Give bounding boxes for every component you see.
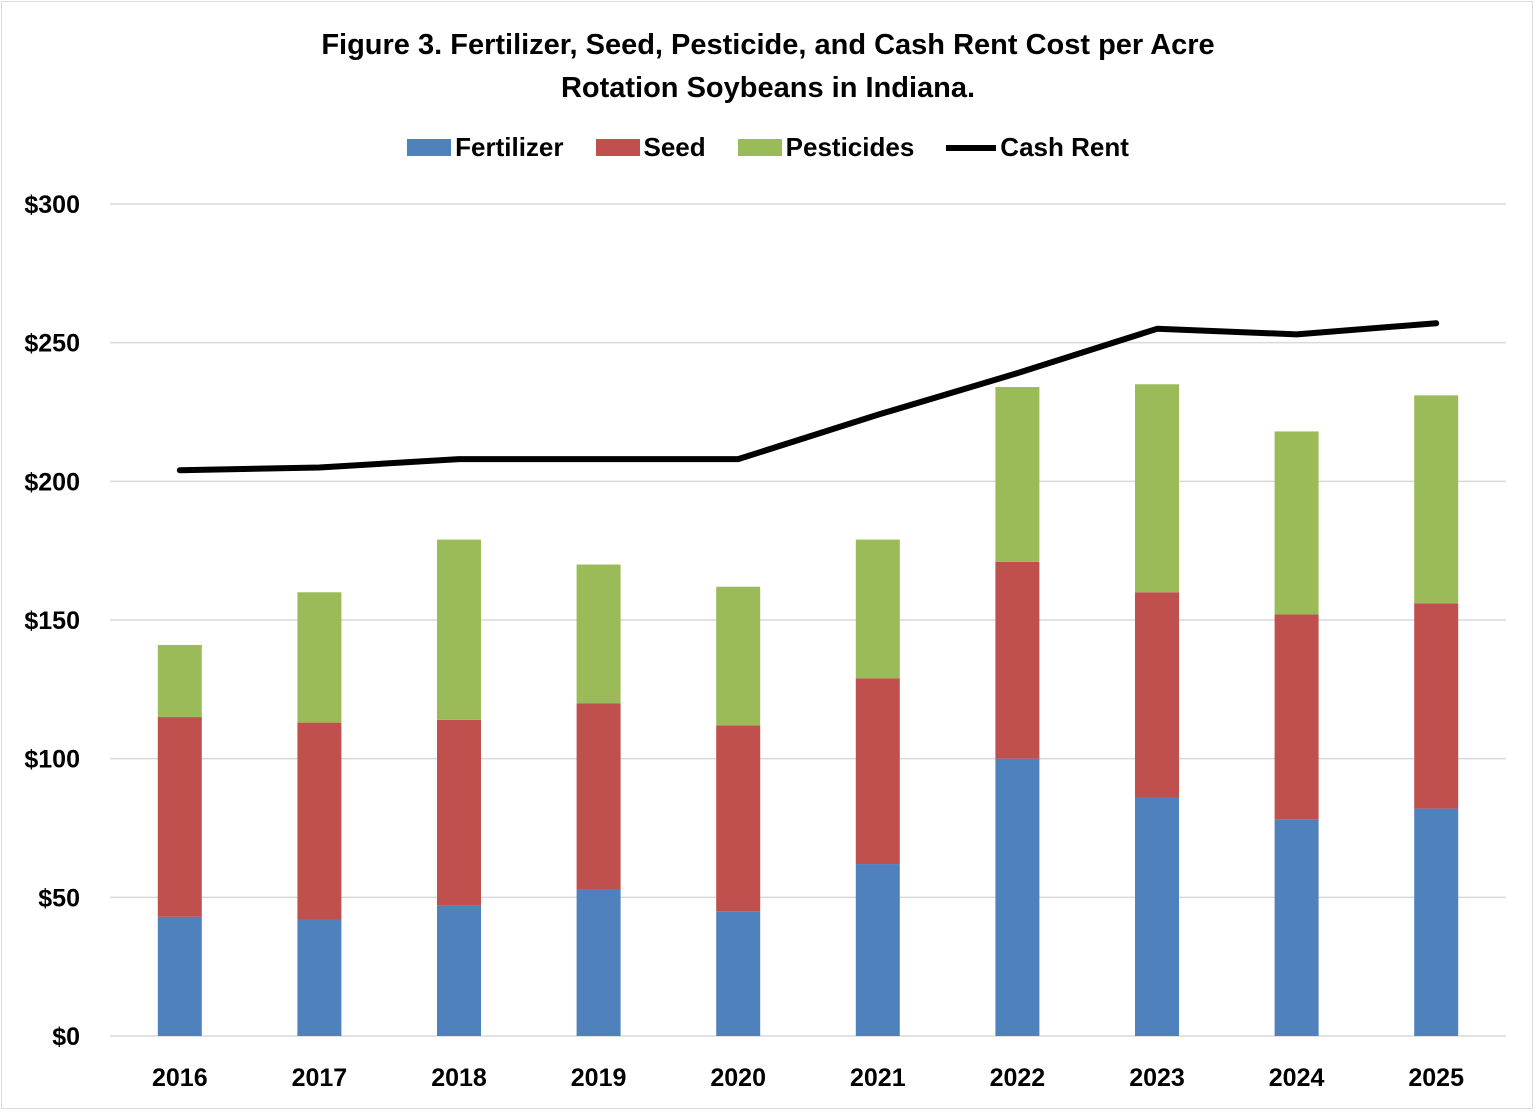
bar-fertilizer (576, 889, 621, 1036)
bar-pesticides (855, 539, 900, 679)
bar-pesticides (1274, 431, 1319, 615)
x-tick-label: 2025 (1408, 1064, 1464, 1092)
legend-swatch (595, 139, 640, 156)
title-line-1: Figure 3. Fertilizer, Seed, Pesticide, a… (321, 29, 1215, 61)
x-tick-label: 2022 (990, 1064, 1046, 1092)
legend: Fertilizer Seed Pesticides Cash Rent (0, 132, 1536, 163)
bar-pesticides (437, 539, 481, 720)
legend-item-fertilizer: Fertilizer (407, 132, 564, 163)
chart-title: Figure 3. Fertilizer, Seed, Pesticide, a… (0, 24, 1536, 110)
x-tick-label: 2020 (710, 1064, 766, 1092)
x-tick-label: 2017 (292, 1064, 348, 1092)
bar-fertilizer (1414, 808, 1459, 1036)
legend-label: Seed (643, 132, 706, 162)
bar-seed (1274, 614, 1319, 820)
legend-item-seed: Seed (595, 132, 706, 163)
x-tick-label: 2023 (1129, 1064, 1185, 1092)
y-tick-label: $150 (24, 607, 80, 635)
title-line-2: Rotation Soybeans in Indiana. (560, 72, 976, 104)
y-tick-label: $100 (24, 746, 80, 774)
line-cash-rent (176, 320, 1440, 474)
bar-fertilizer (1274, 819, 1319, 1036)
bar-seed (1414, 603, 1459, 809)
x-tick-label: 2016 (152, 1064, 208, 1092)
legend-swatch (946, 144, 997, 151)
bar-seed (855, 678, 900, 865)
bar-seed (157, 717, 202, 917)
legend-item-cash-rent: Cash Rent (946, 132, 1129, 163)
bar-fertilizer (855, 864, 900, 1036)
x-tick-label: 2019 (571, 1064, 627, 1092)
bar-pesticides (157, 644, 202, 718)
y-tick-label: $250 (24, 330, 80, 358)
bar-fertilizer (157, 916, 202, 1036)
bar-pesticides (1135, 384, 1179, 593)
bar-seed (716, 725, 761, 912)
y-tick-label: $300 (24, 191, 80, 219)
legend-label: Cash Rent (1000, 132, 1129, 162)
bar-pesticides (1414, 395, 1459, 604)
y-tick-label: $0 (52, 1023, 80, 1051)
legend-swatch (407, 139, 452, 156)
bar-fertilizer (995, 758, 1040, 1036)
legend-item-pesticides: Pesticides (737, 132, 915, 163)
legend-label: Pesticides (785, 132, 915, 162)
bar-fertilizer (1135, 797, 1179, 1036)
bar-pesticides (576, 564, 621, 704)
bar-pesticides (716, 586, 761, 726)
bar-fertilizer (716, 911, 761, 1036)
bar-seed (1135, 592, 1179, 798)
bar-seed (576, 703, 621, 890)
bar-seed (297, 722, 342, 920)
x-tick-label: 2024 (1269, 1064, 1325, 1092)
legend-label: Fertilizer (455, 132, 564, 162)
y-tick-label: $50 (38, 884, 80, 912)
y-tick-label: $200 (24, 468, 80, 496)
bar-pesticides (995, 387, 1040, 562)
bar-fertilizer (437, 905, 481, 1036)
x-tick-label: 2018 (431, 1064, 487, 1092)
bar-fertilizer (297, 919, 342, 1036)
x-tick-label: 2021 (850, 1064, 906, 1092)
bar-seed (995, 561, 1040, 759)
legend-swatch (737, 139, 782, 156)
bar-pesticides (297, 592, 342, 723)
bar-seed (437, 719, 481, 906)
